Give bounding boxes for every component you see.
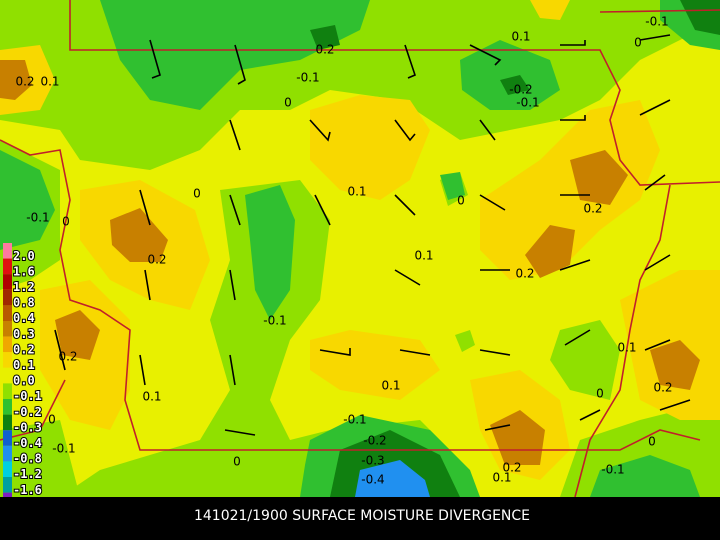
contour-label: 0.1 [142, 390, 161, 404]
contour-label: 0.2 [515, 267, 534, 281]
region-very-negative [355, 460, 430, 497]
colorbar-label: -0.3 [13, 420, 42, 434]
contour-label: -0.2 [509, 83, 532, 97]
colorbar-label: -0.1 [13, 389, 42, 403]
contour-label: 0.1 [381, 379, 400, 393]
contour-label: -0.1 [263, 314, 286, 328]
contour-label: 0 [634, 36, 642, 50]
contour-label: 0.2 [147, 253, 166, 267]
colorbar-swatch [3, 430, 12, 446]
region-strong-positive [0, 60, 700, 465]
contour-label: 0.2 [653, 381, 672, 395]
colorbar-swatch [3, 461, 12, 477]
colorbar-label: 0.1 [13, 358, 35, 372]
contour-label: -0.2 [363, 434, 386, 448]
colorbar-swatch [3, 305, 12, 321]
colorbar-swatch [3, 289, 12, 306]
contour-label: 0.2 [58, 350, 77, 364]
colorbar-label: -1.6 [13, 483, 42, 497]
contour-label: 0 [62, 215, 70, 229]
contour-label: 0.2 [502, 461, 521, 475]
contour-label: 0 [193, 187, 201, 201]
contour-label: 0 [648, 435, 656, 449]
colorbar-swatch [3, 336, 12, 353]
contour-label: 0 [596, 387, 604, 401]
contour-label: 0 [284, 96, 292, 110]
contour-label: 0.2 [583, 202, 602, 216]
contour-label: -0.1 [52, 442, 75, 456]
contour-label: -0.1 [26, 211, 49, 225]
footer-title: 141021/1900 SURFACE MOISTURE DIVERGENCE [194, 508, 530, 524]
contour-label: -0.1 [343, 413, 366, 427]
colorbar-swatch [3, 352, 12, 368]
colorbar-label: -1.2 [13, 467, 42, 481]
colorbar-label: -0.4 [13, 436, 42, 450]
footer-bar [0, 497, 720, 540]
colorbar-swatch [3, 383, 12, 399]
colorbar-label: -0.8 [13, 452, 42, 466]
colorbar-label: 2.0 [13, 249, 35, 263]
contour-label: -0.1 [296, 71, 319, 85]
colorbar-swatch [3, 243, 12, 259]
contour-label: -0.3 [361, 454, 384, 468]
contour-label: 0.1 [347, 185, 366, 199]
colorbar-swatch [3, 274, 12, 290]
colorbar-swatch [3, 414, 12, 431]
colorbar-swatch [3, 477, 12, 493]
colorbar-label: 0.4 [13, 311, 35, 325]
colorbar-label: 1.6 [13, 264, 35, 278]
contour-label: -0.1 [516, 96, 539, 110]
state-borders [0, 0, 720, 498]
colorbar-swatch [3, 258, 12, 275]
contour-label: 0.1 [617, 341, 636, 355]
colorbar-label: 1.2 [13, 280, 35, 294]
contour-label: 0.1 [492, 471, 511, 485]
contour-label: 0.2 [15, 75, 34, 89]
contour-label: 0 [457, 194, 465, 208]
contour-label: 0.2 [315, 43, 334, 57]
contour-label: 0.1 [414, 249, 433, 263]
contour-label: -0.4 [361, 473, 384, 487]
contour-labels: 0.2 0.1-0.1 00.20.20.10-0.1-0.10.200.1 0-0.… [15, 15, 672, 487]
contour-label: 0 [48, 413, 56, 427]
contour-label: 0.1 [40, 75, 59, 89]
wind-barbs [54, 34, 691, 436]
colorbar-label: 0.2 [13, 342, 35, 356]
colorbar-swatch [3, 367, 12, 384]
colorbar-swatch [3, 321, 12, 337]
colorbar-swatch [3, 445, 12, 462]
contour-label: 0.1 [511, 30, 530, 44]
colorbar-swatch [3, 399, 12, 415]
contour-label: 0 [233, 455, 241, 469]
colorbar-label: 0.0 [13, 374, 35, 388]
contour-label: -0.1 [601, 463, 624, 477]
contour-label: -0.1 [645, 15, 668, 29]
colorbar-label: 0.8 [13, 296, 35, 310]
colorbar-label: -0.2 [13, 405, 42, 419]
colorbar-label: 0.3 [13, 327, 35, 341]
